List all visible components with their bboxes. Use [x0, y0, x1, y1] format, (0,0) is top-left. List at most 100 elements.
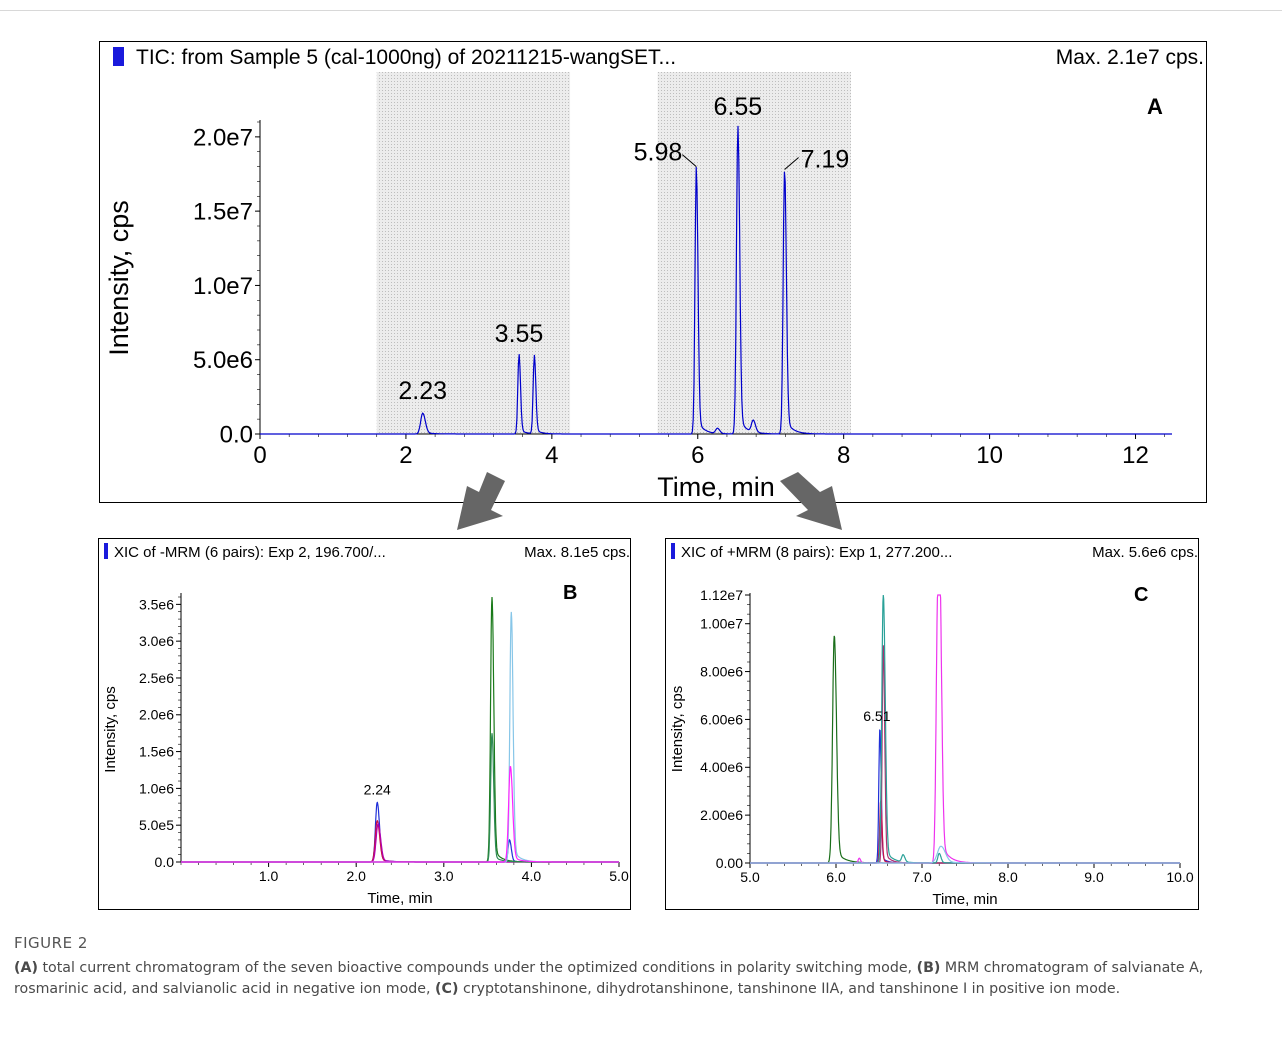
- y-tick-label: 0.0: [155, 854, 175, 870]
- y-axis-label: Intensity, cps: [669, 686, 686, 772]
- chart-c: XIC of +MRM (8 pairs): Exp 1, 277.200...…: [669, 543, 1198, 908]
- peak-leader-line: [784, 157, 799, 170]
- y-tick-label: 1.12e7: [700, 587, 743, 603]
- series-line: [750, 594, 1180, 864]
- x-axis-label: Time, min: [657, 472, 775, 502]
- x-tick-label: 5.0: [740, 869, 760, 885]
- shaded-region: [657, 72, 851, 434]
- y-tick-label: 0.00: [716, 855, 743, 871]
- x-tick-label: 1.0: [259, 868, 279, 884]
- x-tick-label: 4: [545, 442, 558, 469]
- series-line: [750, 594, 1180, 864]
- max-label: Max. 8.1e5 cps.: [524, 544, 630, 561]
- figure-caption-text: (A) total current chromatogram of the se…: [14, 958, 1268, 1000]
- y-tick-label: 0.0: [220, 421, 253, 448]
- y-tick-label: 2.0e7: [193, 124, 253, 151]
- caption-text: cryptotanshinone, dihydrotanshinone, tan…: [458, 981, 1121, 997]
- y-tick-label: 3.0e6: [139, 633, 174, 649]
- y-tick-label: 2.0e6: [139, 707, 174, 723]
- peak-label: 6.55: [714, 93, 763, 121]
- chart-b: XIC of -MRM (6 pairs): Exp 2, 196.700/..…: [102, 543, 630, 907]
- chart-a: TIC: from Sample 5 (cal-1000ng) of 20211…: [104, 46, 1204, 502]
- peak-label: 2.24: [364, 781, 391, 797]
- x-tick-label: 0: [253, 442, 266, 469]
- series-line: [181, 819, 619, 863]
- peak-label: 6.51: [863, 708, 890, 724]
- caption-text: total current chromatogram of the seven …: [37, 960, 917, 976]
- series-line: [750, 645, 1180, 864]
- x-tick-label: 10: [976, 442, 1003, 469]
- series-line: [750, 845, 1180, 864]
- peak-leader-line: [681, 154, 697, 167]
- y-tick-label: 1.5e7: [193, 199, 253, 226]
- x-tick-label: 3.0: [434, 868, 454, 884]
- series-line: [260, 125, 1172, 435]
- series-line: [181, 611, 619, 863]
- caption-text: MRM chromatogram of salvianate A, rosmar…: [14, 960, 1204, 997]
- x-tick-label: 2: [399, 442, 412, 469]
- x-tick-label: 2.0: [346, 868, 366, 884]
- chart-title: XIC of -MRM (6 pairs): Exp 2, 196.700/..…: [114, 544, 386, 561]
- arrow-to-b: [457, 472, 505, 530]
- x-tick-label: 7.0: [912, 869, 932, 885]
- y-tick-label: 5.0e5: [139, 817, 174, 833]
- panel-letter: A: [1147, 94, 1163, 119]
- chart-panel-c: XIC of +MRM (8 pairs): Exp 1, 277.200...…: [665, 538, 1199, 910]
- chart-panel-a: TIC: from Sample 5 (cal-1000ng) of 20211…: [99, 41, 1207, 503]
- y-tick-label: 6.00e6: [700, 711, 743, 727]
- chart-title: XIC of +MRM (8 pairs): Exp 1, 277.200...: [681, 544, 952, 561]
- legend-marker: [671, 543, 675, 559]
- y-tick-label: 1.00e7: [700, 616, 743, 632]
- x-tick-label: 9.0: [1084, 869, 1104, 885]
- y-tick-label: 2.5e6: [139, 670, 174, 686]
- x-tick-label: 4.0: [522, 868, 542, 884]
- x-tick-label: 5.0: [609, 868, 629, 884]
- y-tick-label: 1.0e6: [139, 780, 174, 796]
- x-tick-label: 8: [837, 442, 850, 469]
- chart-title: TIC: from Sample 5 (cal-1000ng) of 20211…: [136, 46, 676, 69]
- y-tick-label: 1.5e6: [139, 743, 174, 759]
- peak-label: 3.55: [495, 320, 544, 348]
- peak-label: 2.23: [398, 377, 447, 405]
- panel-letter: B: [563, 582, 577, 604]
- x-axis-label: Time, min: [932, 891, 997, 908]
- series-line: [181, 765, 619, 863]
- y-tick-label: 8.00e6: [700, 663, 743, 679]
- series-line: [750, 635, 1180, 864]
- shaded-region: [376, 72, 571, 434]
- max-label: Max. 5.6e6 cps.: [1092, 544, 1198, 561]
- chart-panel-b: XIC of -MRM (6 pairs): Exp 2, 196.700/..…: [98, 538, 631, 910]
- series-line: [181, 733, 619, 863]
- caption-panel-ref: (A): [14, 960, 38, 976]
- x-tick-label: 12: [1122, 442, 1149, 469]
- caption-panel-ref: (C): [435, 981, 459, 997]
- y-tick-label: 5.0e6: [193, 347, 253, 374]
- top-divider: [0, 10, 1282, 11]
- y-axis-label: Intensity, cps: [102, 686, 119, 772]
- series-line: [181, 596, 619, 863]
- peak-label: 7.19: [801, 146, 850, 174]
- figure-caption: FIGURE 2 (A) total current chromatogram …: [14, 934, 1268, 1000]
- y-tick-label: 1.0e7: [193, 273, 253, 300]
- series-line: [181, 801, 619, 863]
- x-axis-label: Time, min: [367, 890, 432, 907]
- legend-marker: [113, 47, 124, 66]
- series-line: [181, 822, 619, 863]
- y-tick-label: 2.00e6: [700, 807, 743, 823]
- x-tick-label: 6: [691, 442, 704, 469]
- max-label: Max. 2.1e7 cps.: [1056, 46, 1204, 69]
- x-tick-label: 6.0: [826, 869, 846, 885]
- caption-panel-ref: (B): [916, 960, 941, 976]
- series-line: [750, 729, 1180, 864]
- figure-label: FIGURE 2: [14, 934, 88, 952]
- peak-label: 5.98: [634, 139, 683, 167]
- panel-letter: C: [1134, 584, 1148, 606]
- y-tick-label: 4.00e6: [700, 759, 743, 775]
- series-line: [750, 800, 1180, 864]
- legend-marker: [104, 543, 108, 559]
- x-tick-label: 8.0: [998, 869, 1018, 885]
- arrow-to-c: [780, 472, 842, 530]
- x-tick-label: 10.0: [1166, 869, 1193, 885]
- y-axis-label: Intensity, cps: [104, 200, 134, 356]
- y-tick-label: 3.5e6: [139, 596, 174, 612]
